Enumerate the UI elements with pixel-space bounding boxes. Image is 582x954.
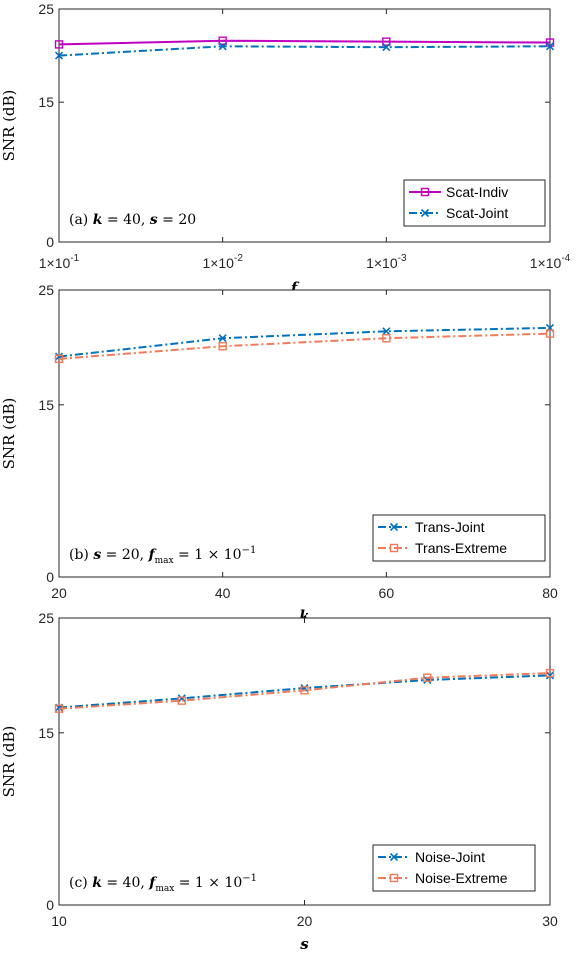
y-tick-label: 0 [46, 897, 54, 913]
y-tick-label: 0 [46, 234, 54, 250]
data-point [54, 704, 64, 713]
legend-marker [420, 208, 430, 218]
data-point [218, 334, 227, 343]
panel-annotation: (b) s = 20, fmax = 1 × 10−1 [69, 545, 256, 566]
y-tick-label: 25 [38, 1, 54, 17]
series-line [58, 672, 551, 710]
legend-entry: Trans-Joint [415, 519, 485, 535]
chart-panel-3: 0 15 25 10 20 30 SNR (dB) s Noise-Joint Noise-Ext… [0, 610, 558, 953]
x-tick-label: 1×10-1 [39, 253, 80, 271]
data-point [177, 696, 186, 705]
data-point [218, 342, 227, 351]
legend-entry: Trans-Extreme [415, 540, 507, 556]
x-tick-label: 20 [297, 913, 313, 929]
y-tick-label: 15 [38, 94, 54, 110]
legend-marker [389, 852, 399, 862]
y-axis-label: SNR (dB) [0, 726, 18, 798]
x-tick-label: 30 [542, 913, 558, 929]
chart-panel-2: 0 15 25 20 40 60 80 SNR (dB) k Trans-Joint Trans-E… [0, 282, 558, 625]
series-line [58, 45, 551, 57]
legend-box [403, 179, 546, 227]
series-scat-indiv [54, 36, 555, 49]
legend-box [372, 514, 546, 562]
data-point [54, 51, 64, 60]
x-tick-label: 10 [51, 913, 67, 929]
x-tick-label: 60 [379, 585, 395, 601]
legend: Noise-Joint Noise-Extreme [372, 844, 536, 892]
y-tick-label: 15 [38, 397, 54, 413]
series-scat-joint [54, 42, 555, 60]
y-axis-label: SNR (dB) [0, 398, 18, 470]
panel-annotation: (c) k = 40, fmax = 1 × 10−1 [69, 873, 257, 894]
panel-annotation: (a) k = 40, s = 20 [69, 212, 196, 228]
data-point [177, 694, 186, 703]
series-line [58, 39, 551, 46]
series-trans-extreme [54, 329, 555, 364]
data-point [54, 40, 64, 49]
data-point [382, 37, 391, 46]
y-axis-label: SNR (dB) [0, 90, 18, 162]
legend-marker [389, 522, 399, 532]
data-point [545, 671, 555, 680]
legend: Scat-Indiv Scat-Joint [403, 179, 546, 227]
y-tick-label: 25 [38, 282, 54, 298]
x-tick-label: 20 [51, 585, 67, 601]
legend-marker [420, 187, 430, 197]
data-point [382, 43, 391, 52]
data-point [54, 354, 64, 364]
series-trans-joint [54, 323, 555, 361]
data-point [382, 334, 391, 343]
x-axis-label: s [300, 935, 309, 953]
data-point [423, 673, 432, 682]
series-line [58, 326, 551, 358]
data-point [300, 686, 309, 695]
x-tick-label: 40 [215, 585, 231, 601]
legend-marker [389, 543, 399, 553]
legend-box [372, 844, 536, 892]
data-point [545, 42, 555, 51]
x-tick-label: 1×10-3 [366, 253, 407, 271]
x-tick-label: 1×10-2 [202, 253, 243, 271]
data-point [545, 329, 555, 338]
legend-entry: Noise-Joint [415, 849, 485, 865]
data-point [218, 36, 227, 45]
legend-entry: Scat-Indiv [446, 184, 508, 200]
data-point [218, 42, 227, 51]
y-tick-label: 25 [38, 610, 54, 626]
x-axis-label: k [299, 607, 309, 625]
data-point [382, 327, 391, 336]
series-noise-extreme [54, 668, 555, 713]
x-tick-label: 1×10-4 [530, 253, 571, 271]
legend-entry: Scat-Joint [446, 205, 508, 221]
series-line [58, 332, 551, 360]
legend-marker [389, 873, 399, 883]
y-tick-label: 0 [46, 569, 54, 585]
legend-entry: Noise-Extreme [415, 870, 508, 886]
x-tick-label: 80 [542, 585, 558, 601]
y-tick-label: 15 [38, 725, 54, 741]
data-point [545, 668, 555, 678]
legend: Trans-Joint Trans-Extreme [372, 514, 546, 562]
